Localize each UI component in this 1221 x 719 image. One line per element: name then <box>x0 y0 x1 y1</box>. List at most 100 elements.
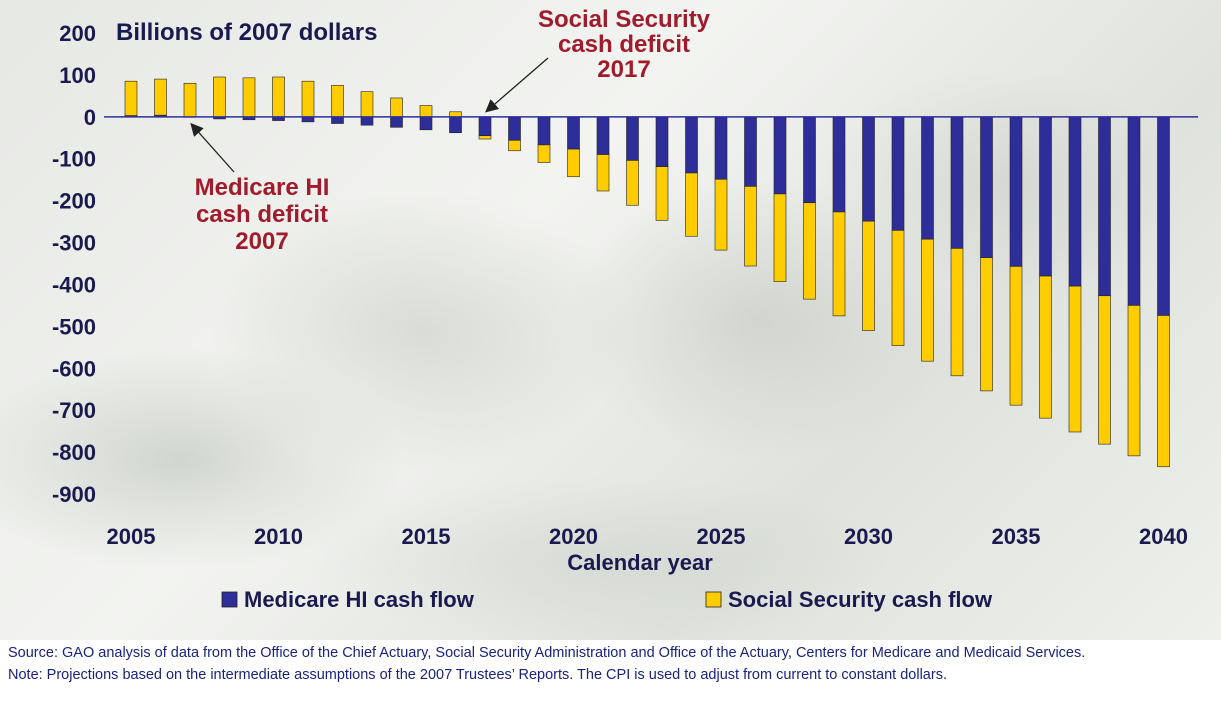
x-tick-label: 2025 <box>697 524 746 549</box>
legend-swatch <box>705 591 722 608</box>
y-tick-label: -100 <box>52 147 96 172</box>
bar-social-security <box>891 230 905 346</box>
y-tick-label: -600 <box>52 356 96 381</box>
source-note: Source: GAO analysis of data from the Of… <box>8 645 1086 661</box>
bar-medicare <box>1127 116 1141 306</box>
bar-medicare <box>537 116 551 146</box>
bar-social-security <box>242 77 256 118</box>
bar-medicare <box>449 116 462 134</box>
x-tick-label: 2015 <box>402 524 451 549</box>
bar-medicare <box>301 116 315 123</box>
bar-social-security <box>1157 315 1170 468</box>
bar-social-security <box>1127 305 1141 457</box>
bar-social-security <box>183 82 197 118</box>
x-tick-label: 2010 <box>254 524 303 549</box>
bar-social-security <box>124 80 138 116</box>
legend-item-medicare: Medicare HI cash flow <box>221 587 475 612</box>
bar-social-security <box>950 248 964 377</box>
annotation-text: cash deficit <box>196 201 328 228</box>
y-tick-label: -300 <box>52 231 96 256</box>
bars <box>124 76 1170 468</box>
y-tick-label: -800 <box>52 440 96 465</box>
bar-medicare <box>567 116 580 150</box>
legend-swatch <box>221 591 238 608</box>
bar-social-security <box>567 148 580 178</box>
cash-flow-chart: 200 100 0 -100 -200 -300 -400 -500 -600 -700 -800 -… <box>52 6 1198 612</box>
annotation-text: cash deficit <box>558 31 690 58</box>
annotation-text: 2017 <box>597 56 650 83</box>
footer: Source: GAO analysis of data from the Of… <box>8 645 1216 689</box>
bar-social-security <box>980 257 993 392</box>
x-tick-label: 2020 <box>549 524 598 549</box>
bar-social-security <box>862 220 875 331</box>
y-tick-label: -400 <box>52 272 96 297</box>
legend-label: Social Security cash flow <box>728 587 993 612</box>
bar-medicare <box>1068 116 1082 287</box>
bar-social-security <box>508 139 521 152</box>
bar-medicare <box>626 116 639 161</box>
x-tick-label: 2035 <box>992 524 1041 549</box>
y-axis-label: Billions of 2007 dollars <box>116 19 377 46</box>
bar-social-security <box>714 178 728 251</box>
bar-social-security <box>449 111 462 118</box>
bar-medicare <box>685 116 698 174</box>
bar-medicare <box>773 116 787 195</box>
bar-medicare <box>508 116 521 141</box>
bar-medicare <box>390 116 403 128</box>
bar-medicare <box>419 116 433 131</box>
bar-medicare <box>1039 116 1052 277</box>
bar-medicare <box>360 116 374 126</box>
bar-medicare <box>331 116 344 124</box>
annotation-text: Medicare HI <box>195 174 330 201</box>
bar-medicare <box>714 116 728 180</box>
projection-note: Note: Projections based on the intermedi… <box>8 667 947 683</box>
y-tick-label: -500 <box>52 314 96 339</box>
legend-label: Medicare HI cash flow <box>244 587 475 612</box>
bar-medicare <box>950 116 964 249</box>
bar-social-security <box>832 211 846 317</box>
bar-social-security <box>921 238 934 362</box>
bar-social-security <box>744 186 757 267</box>
bar-medicare <box>1098 116 1111 297</box>
bar-social-security <box>537 144 551 163</box>
bar-social-security <box>419 105 433 118</box>
x-tick-label: 2040 <box>1139 524 1188 549</box>
y-tick-label: 200 <box>59 21 96 46</box>
x-axis-ticks: 2005 2010 2015 2020 2025 2030 2035 2040 <box>107 524 1188 549</box>
bar-social-security <box>626 160 639 206</box>
bar-social-security <box>213 76 226 118</box>
legend: Medicare HI cash flow Social Security cas… <box>221 587 993 612</box>
annotation-arrow <box>190 122 235 173</box>
y-tick-label: 0 <box>84 105 96 130</box>
x-axis-label: Calendar year <box>567 550 713 575</box>
bar-social-security <box>685 172 698 237</box>
bar-medicare <box>891 116 905 231</box>
bar-medicare <box>980 116 993 258</box>
bar-medicare <box>862 116 875 222</box>
bar-medicare <box>744 116 757 187</box>
annotation-arrow <box>485 57 549 113</box>
y-tick-label: -900 <box>52 482 96 507</box>
legend-item-social-security: Social Security cash flow <box>705 587 993 612</box>
bar-social-security <box>360 91 374 118</box>
bar-social-security <box>596 154 610 192</box>
y-tick-label: 100 <box>59 63 96 88</box>
bar-medicare <box>921 116 934 240</box>
x-tick-label: 2005 <box>107 524 156 549</box>
x-tick-label: 2030 <box>844 524 893 549</box>
bar-medicare <box>478 116 492 136</box>
bar-social-security <box>154 78 167 116</box>
annotation-text: Social Security <box>538 6 711 33</box>
annotation-text: 2007 <box>235 228 288 255</box>
bar-medicare <box>1157 116 1170 316</box>
bar-social-security <box>331 85 344 118</box>
bar-medicare <box>655 116 669 167</box>
bar-social-security <box>478 135 492 140</box>
bar-social-security <box>1068 285 1082 433</box>
y-axis-ticks: 200 100 0 -100 -200 -300 -400 -500 -600 -700 -800 -… <box>52 21 96 507</box>
y-tick-label: -200 <box>52 189 96 214</box>
bar-social-security <box>773 193 787 282</box>
